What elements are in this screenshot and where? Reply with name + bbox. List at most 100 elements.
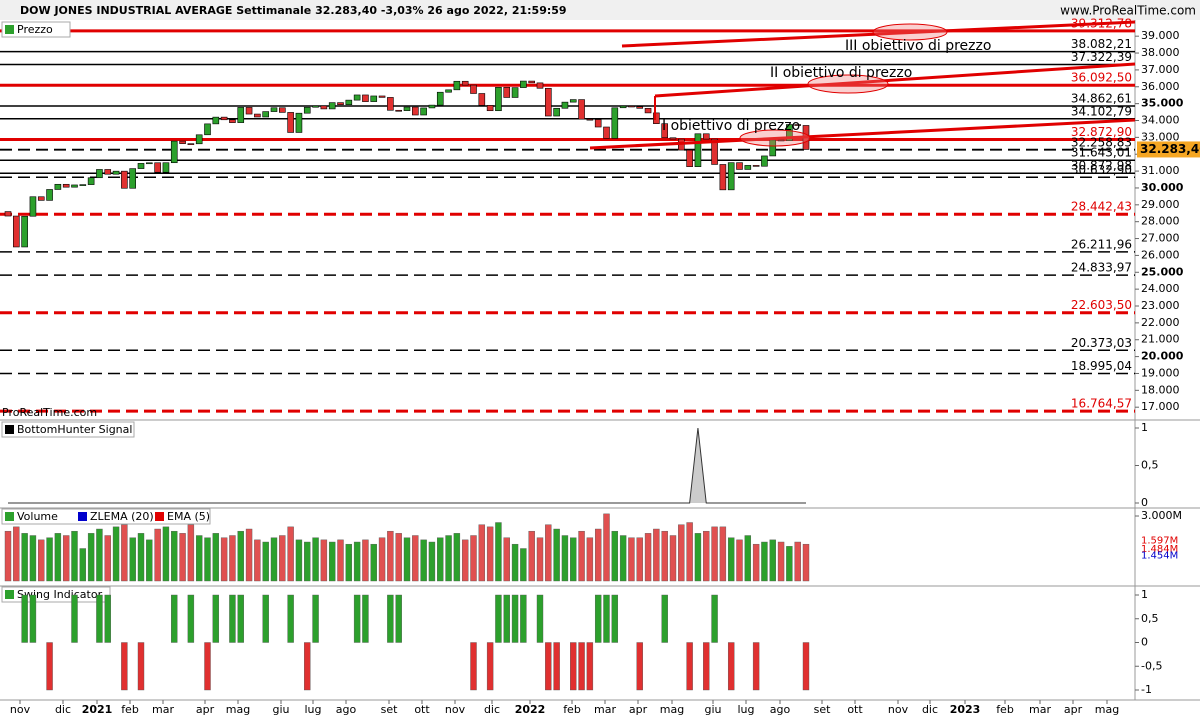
swing-bar [570,642,577,691]
candle [254,113,261,118]
volume-bar [320,539,328,582]
level-label: 20.373,03 [1071,336,1132,350]
candle [511,87,519,98]
candle [611,107,619,139]
volume-bar [262,541,269,582]
x-tick-label: 2022 [515,703,546,716]
swing-bar [703,642,710,691]
volume-bar [661,530,668,582]
volume-bar [254,539,261,582]
level-label: 31.643,01 [1071,146,1132,160]
volume-bar [445,535,452,582]
panels [0,20,1200,701]
candle [478,93,486,106]
x-tick-label: mag [226,703,250,716]
x-tick-label: apr [629,703,648,716]
y-tick-label: 0,5 [1141,459,1159,472]
level-label: 26.211,96 [1071,237,1132,251]
volume-bar [570,537,577,582]
x-tick-label: ott [414,703,430,716]
candle [420,107,427,116]
swing-bar [603,594,610,643]
volume-bar [536,537,544,582]
y-tick-label: 33.000 [1141,130,1180,143]
panel-label-box[interactable] [1,421,135,438]
panel-label-box[interactable] [1,586,111,603]
y-tick-label: 0 [1141,636,1148,649]
x-tick-label: set [814,703,831,716]
volume-bar [727,537,735,582]
volume-bar [362,539,369,582]
x-tick-label: nov [10,703,31,716]
volume-bar [21,533,28,582]
y-tick-label: 21.000 [1141,333,1180,346]
y-tick-label: 20.000 [1141,350,1184,363]
swing-bar [511,594,519,643]
y-tick-label: 27.000 [1141,232,1180,245]
volume-bar [87,533,95,582]
volume-bar [179,533,186,582]
swing-bar [353,594,361,643]
y-tick-label: 0 [1141,496,1148,509]
candle [337,102,344,106]
trend-line [589,118,1136,150]
volume-bar [478,524,486,582]
volume-bar [345,543,353,582]
panel-label-box[interactable] [1,21,71,38]
watermark: ProRealTime.com [2,406,97,419]
x-tick-label: 2023 [950,703,981,716]
target-ellipse [807,74,889,94]
candle [295,112,303,133]
level-label: 16.764,57 [1071,397,1132,411]
x-tick-label: nov [888,703,909,716]
candle [594,119,602,128]
level-label: 28.442,43 [1071,200,1132,214]
current-price-box [1137,141,1200,158]
x-tick-label: lug [737,703,754,716]
y-tick-label: 38.000 [1141,46,1180,59]
volume-bar [578,530,585,582]
y-tick-label: 1 [1141,421,1148,434]
volume-bar [603,513,610,582]
candle [661,123,668,139]
level-label: 24.833,97 [1071,261,1132,275]
volume-bar [611,530,619,582]
volume-bar [378,537,386,582]
candle [146,162,153,165]
candle [320,105,328,110]
volume-bar [337,539,344,582]
y-tick-label: 0,5 [1141,612,1159,625]
level-label: 32.258,83 [1071,135,1132,149]
level-label: 22.603,50 [1071,298,1132,312]
y-tick-label: 1 [1141,588,1148,601]
swing-bar [212,594,220,643]
candle [129,168,136,189]
panel-label: BottomHunter Signal [17,423,132,436]
x-tick-label: mar [1029,703,1051,716]
volume-bar [802,543,810,582]
x-tick-label: 2021 [82,703,113,716]
volume-bar [154,528,161,582]
title-bar [0,0,1200,20]
swing-bar [586,642,594,691]
y-tick-label: 39.000 [1141,29,1180,42]
volume-bar [146,539,153,582]
swing-bar [287,594,294,643]
candle [353,94,361,101]
candle [195,134,203,145]
volume-bar [4,530,12,582]
candle [711,138,718,165]
y-tick-label: 19.000 [1141,366,1180,379]
current-price: 32.283,40 [1140,142,1200,156]
volume-marker: 1.484M [1141,544,1178,555]
swing-bar [553,642,560,691]
y-tick-label: 24.000 [1141,282,1180,295]
volume-bar [38,539,45,582]
volume-bar [328,541,336,582]
volume-bar [586,537,594,582]
swing-bar [121,642,128,691]
volume-bar [295,539,303,582]
candle [536,82,544,89]
volume-bar [678,524,685,582]
candle [561,101,569,109]
